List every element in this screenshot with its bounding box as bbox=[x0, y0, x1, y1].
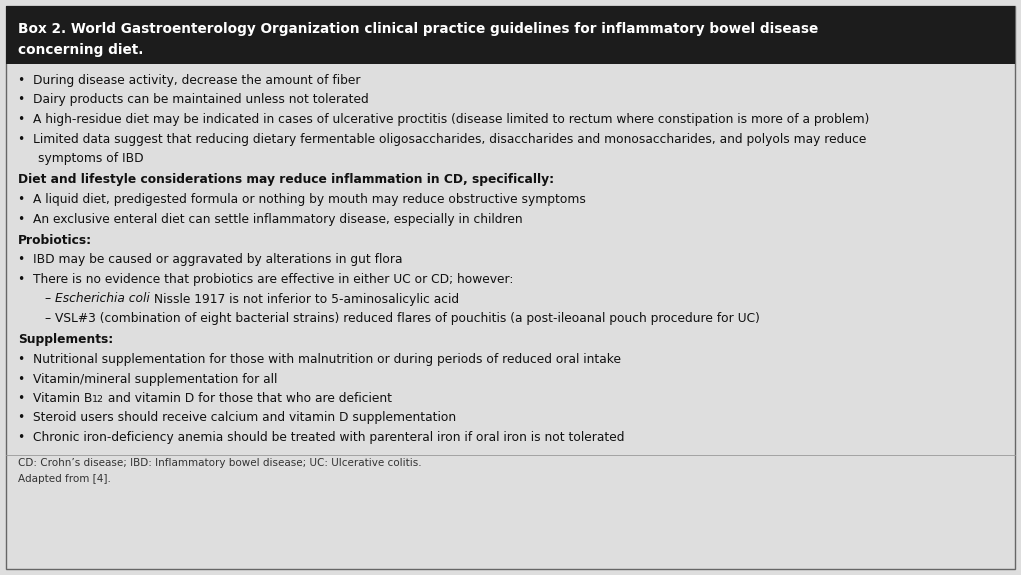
Text: Adapted from [4].: Adapted from [4]. bbox=[18, 474, 111, 484]
Text: •  An exclusive enteral diet can settle inflammatory disease, especially in chil: • An exclusive enteral diet can settle i… bbox=[18, 213, 523, 225]
Text: •  There is no evidence that probiotics are effective in either UC or CD; howeve: • There is no evidence that probiotics a… bbox=[18, 273, 514, 286]
Text: •  Chronic iron-deficiency anemia should be treated with parenteral iron if oral: • Chronic iron-deficiency anemia should … bbox=[18, 431, 625, 444]
Text: concerning diet.: concerning diet. bbox=[18, 43, 143, 57]
Text: •  A high-residue diet may be indicated in cases of ulcerative proctitis (diseas: • A high-residue diet may be indicated i… bbox=[18, 113, 869, 126]
Text: •  During disease activity, decrease the amount of fiber: • During disease activity, decrease the … bbox=[18, 74, 360, 87]
Text: 12: 12 bbox=[92, 395, 104, 404]
Text: •  Steroid users should receive calcium and vitamin D supplementation: • Steroid users should receive calcium a… bbox=[18, 412, 456, 424]
Text: Probiotics:: Probiotics: bbox=[18, 234, 92, 247]
Text: Diet and lifestyle considerations may reduce inflammation in CD, specifically:: Diet and lifestyle considerations may re… bbox=[18, 174, 554, 186]
Text: Escherichia coli: Escherichia coli bbox=[55, 293, 150, 305]
Text: Nissle 1917 is not inferior to 5-aminosalicylic acid: Nissle 1917 is not inferior to 5-aminosa… bbox=[150, 293, 458, 305]
Text: •  Dairy products can be maintained unless not tolerated: • Dairy products can be maintained unles… bbox=[18, 94, 369, 106]
Text: •  Limited data suggest that reducing dietary fermentable oligosaccharides, disa: • Limited data suggest that reducing die… bbox=[18, 132, 867, 145]
Text: •  Vitamin/mineral supplementation for all: • Vitamin/mineral supplementation for al… bbox=[18, 373, 278, 385]
Text: Supplements:: Supplements: bbox=[18, 334, 113, 347]
Bar bbox=[6, 6, 1015, 64]
Text: •  Vitamin B: • Vitamin B bbox=[18, 392, 92, 405]
Text: –: – bbox=[45, 293, 55, 305]
Text: and vitamin D for those that who are deficient: and vitamin D for those that who are def… bbox=[104, 392, 392, 405]
Text: – VSL#3 (combination of eight bacterial strains) reduced flares of pouchitis (a : – VSL#3 (combination of eight bacterial … bbox=[45, 312, 760, 325]
Text: •  A liquid diet, predigested formula or nothing by mouth may reduce obstructive: • A liquid diet, predigested formula or … bbox=[18, 193, 586, 206]
Text: •  Nutritional supplementation for those with malnutrition or during periods of : • Nutritional supplementation for those … bbox=[18, 353, 621, 366]
Text: Box 2. World Gastroenterology Organization clinical practice guidelines for infl: Box 2. World Gastroenterology Organizati… bbox=[18, 22, 818, 36]
Text: CD: Crohn’s disease; IBD: Inflammatory bowel disease; UC: Ulcerative colitis.: CD: Crohn’s disease; IBD: Inflammatory b… bbox=[18, 458, 422, 469]
Text: symptoms of IBD: symptoms of IBD bbox=[38, 152, 144, 165]
Text: •  IBD may be caused or aggravated by alterations in gut flora: • IBD may be caused or aggravated by alt… bbox=[18, 254, 402, 266]
